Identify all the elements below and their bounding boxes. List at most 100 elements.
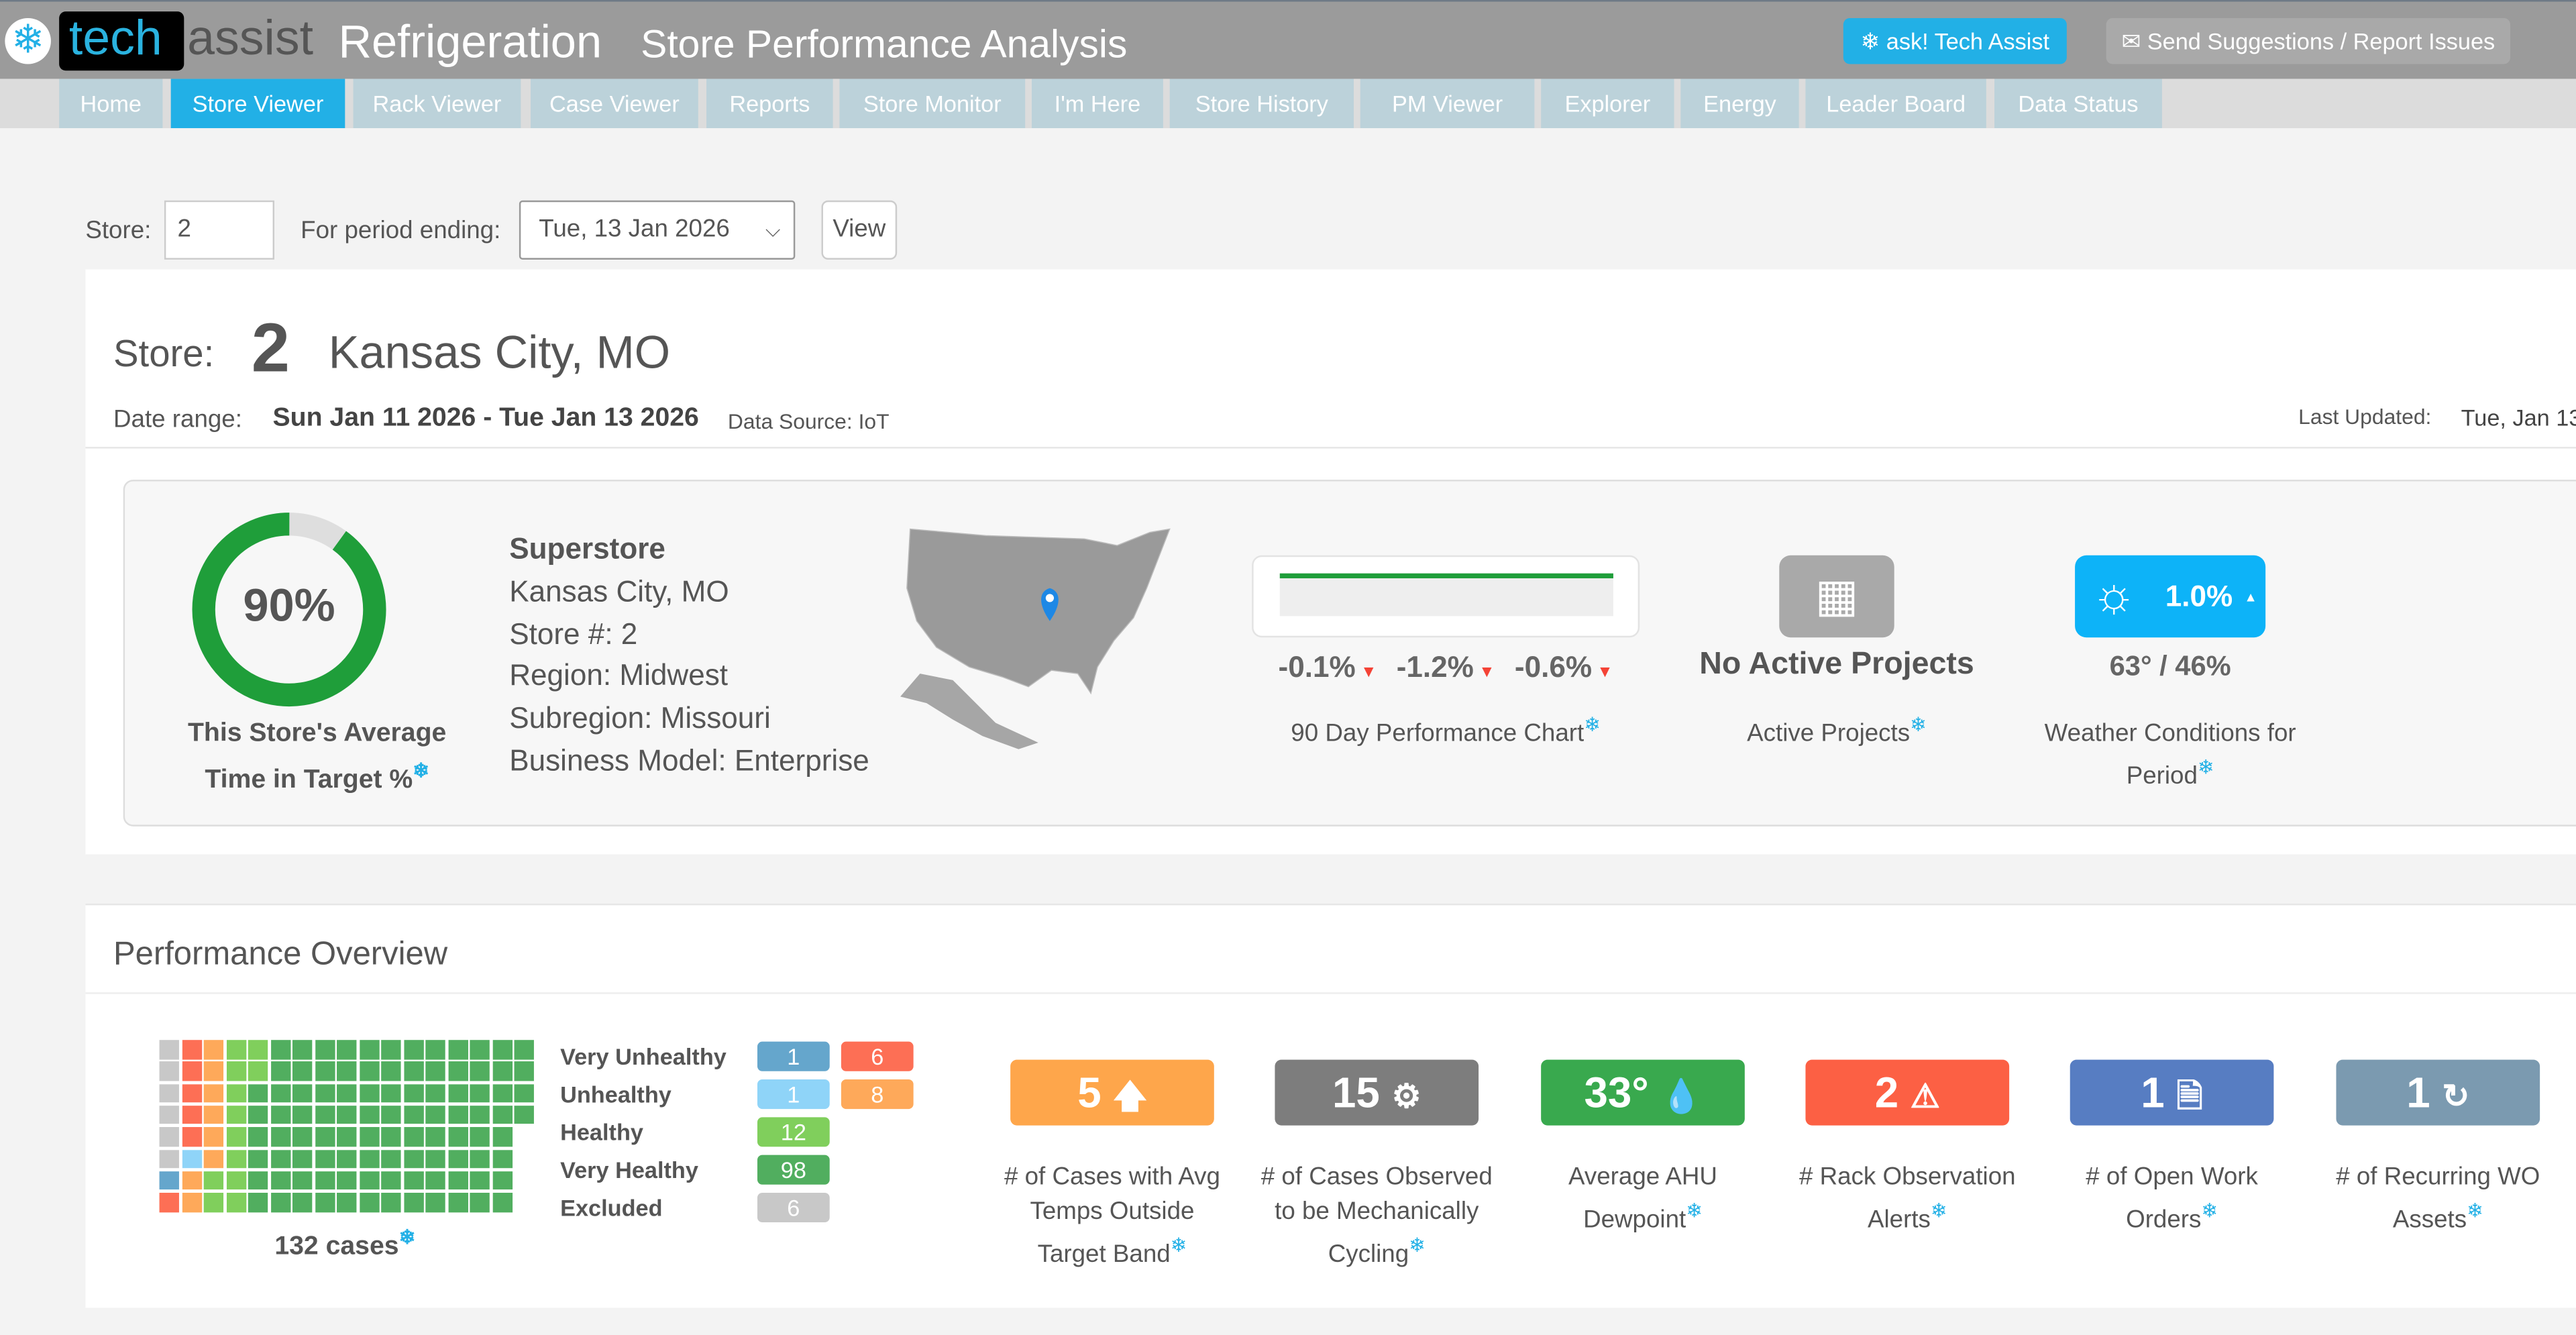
case-cell[interactable] (425, 1149, 445, 1169)
case-cell[interactable] (447, 1061, 468, 1081)
case-cell[interactable] (403, 1061, 423, 1081)
tab-explorer[interactable]: Explorer (1541, 78, 1674, 129)
legend-count-badge[interactable]: 1 (757, 1079, 830, 1110)
case-cell[interactable] (314, 1193, 335, 1212)
case-cell[interactable] (381, 1171, 401, 1190)
case-cell[interactable] (492, 1149, 512, 1169)
case-cell[interactable] (470, 1193, 490, 1212)
tab-store-viewer[interactable]: Store Viewer (170, 78, 345, 129)
legend-count-badge[interactable]: 1 (757, 1041, 830, 1071)
case-cell[interactable] (381, 1127, 401, 1146)
case-cell[interactable] (492, 1083, 512, 1103)
case-cell[interactable] (359, 1083, 379, 1103)
case-cell[interactable] (292, 1149, 313, 1169)
case-cell[interactable] (337, 1040, 357, 1059)
case-cell[interactable] (314, 1105, 335, 1125)
case-cell[interactable] (181, 1083, 202, 1103)
case-cell[interactable] (470, 1171, 490, 1190)
case-cell[interactable] (492, 1040, 512, 1059)
case-cell[interactable] (181, 1171, 202, 1190)
info-icon[interactable]: ❄ (398, 1225, 416, 1249)
kpi-tile[interactable]: 1 🗎 (2070, 1059, 2274, 1126)
case-cell[interactable] (447, 1105, 468, 1125)
case-cell[interactable] (425, 1171, 445, 1190)
case-cell[interactable] (270, 1061, 290, 1081)
case-cell[interactable] (381, 1061, 401, 1081)
case-cell[interactable] (381, 1105, 401, 1125)
case-cell[interactable] (270, 1083, 290, 1103)
kpi-tile[interactable]: 2 ⚠ (1805, 1059, 2010, 1126)
case-cell[interactable] (314, 1127, 335, 1146)
case-cell[interactable] (403, 1127, 423, 1146)
case-cell[interactable] (248, 1127, 268, 1146)
case-cell[interactable] (159, 1127, 179, 1146)
case-cell[interactable] (359, 1040, 379, 1059)
case-cell[interactable] (514, 1083, 534, 1103)
kpi-tile[interactable]: 15 ⚙ (1275, 1059, 1479, 1126)
case-cell[interactable] (514, 1061, 534, 1081)
case-cell[interactable] (203, 1105, 224, 1125)
case-cell[interactable] (337, 1149, 357, 1169)
info-icon[interactable]: ❄ (1930, 1199, 1947, 1223)
case-cell[interactable] (470, 1061, 490, 1081)
case-cell[interactable] (314, 1083, 335, 1103)
case-cell[interactable] (181, 1127, 202, 1146)
case-cell[interactable] (470, 1105, 490, 1125)
info-icon[interactable]: ❄ (2197, 755, 2214, 779)
tab-reports[interactable]: Reports (706, 78, 833, 129)
case-cell[interactable] (292, 1061, 313, 1081)
case-cell[interactable] (292, 1040, 313, 1059)
tab-i-m-here[interactable]: I'm Here (1031, 78, 1163, 129)
view-button[interactable]: View (821, 200, 898, 260)
tab-store-history[interactable]: Store History (1169, 78, 1354, 129)
case-cell[interactable] (492, 1171, 512, 1190)
case-cell[interactable] (225, 1171, 246, 1190)
case-cell[interactable] (248, 1061, 268, 1081)
case-cell[interactable] (470, 1127, 490, 1146)
case-cell[interactable] (447, 1171, 468, 1190)
case-cell[interactable] (470, 1083, 490, 1103)
case-cell[interactable] (225, 1127, 246, 1146)
case-cell[interactable] (447, 1149, 468, 1169)
case-cell[interactable] (225, 1061, 246, 1081)
case-cell[interactable] (337, 1083, 357, 1103)
case-cell[interactable] (159, 1193, 179, 1212)
case-cell[interactable] (337, 1105, 357, 1125)
case-cell[interactable] (514, 1105, 534, 1125)
case-cell[interactable] (181, 1105, 202, 1125)
case-cell[interactable] (203, 1127, 224, 1146)
case-cell[interactable] (337, 1127, 357, 1146)
legend-count-badge[interactable]: 98 (757, 1155, 830, 1185)
case-cell[interactable] (248, 1040, 268, 1059)
case-cell[interactable] (292, 1083, 313, 1103)
case-cell[interactable] (203, 1061, 224, 1081)
case-cell[interactable] (492, 1061, 512, 1081)
case-cell[interactable] (270, 1105, 290, 1125)
case-cell[interactable] (248, 1193, 268, 1212)
info-icon[interactable]: ❄ (1686, 1199, 1703, 1223)
case-cell[interactable] (248, 1171, 268, 1190)
case-cell[interactable] (203, 1193, 224, 1212)
case-cell[interactable] (447, 1040, 468, 1059)
case-cell[interactable] (203, 1171, 224, 1190)
case-cell[interactable] (359, 1171, 379, 1190)
case-cell[interactable] (159, 1105, 179, 1125)
case-cell[interactable] (314, 1171, 335, 1190)
info-icon[interactable]: ❄ (1170, 1234, 1187, 1257)
case-cell[interactable] (159, 1061, 179, 1081)
case-cell[interactable] (492, 1193, 512, 1212)
case-cell[interactable] (159, 1040, 179, 1059)
case-cell[interactable] (425, 1061, 445, 1081)
tab-case-viewer[interactable]: Case Viewer (531, 78, 698, 129)
weather-badge[interactable]: ☼ 1.0% ▲ (2075, 555, 2266, 638)
case-cell[interactable] (403, 1149, 423, 1169)
case-cell[interactable] (359, 1061, 379, 1081)
case-cell[interactable] (203, 1149, 224, 1169)
case-cell[interactable] (470, 1040, 490, 1059)
store-input[interactable]: 2 (164, 200, 274, 260)
case-cell[interactable] (359, 1193, 379, 1212)
case-cell[interactable] (337, 1061, 357, 1081)
case-cell[interactable] (381, 1083, 401, 1103)
case-cell[interactable] (225, 1105, 246, 1125)
case-cell[interactable] (159, 1171, 179, 1190)
